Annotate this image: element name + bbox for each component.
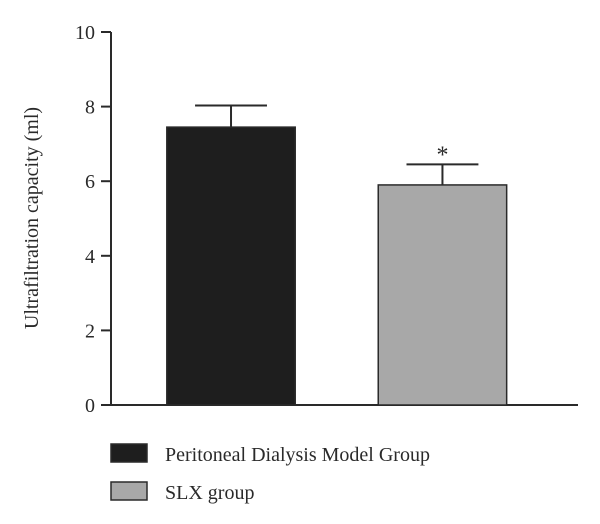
significance-marker: * (436, 142, 448, 168)
annotations: * (436, 142, 448, 168)
legend-label-2: SLX group (165, 482, 254, 504)
y-tick-label: 4 (85, 246, 95, 268)
legend-label-1: Peritoneal Dialysis Model Group (165, 444, 430, 466)
y-tick-label: 2 (85, 320, 95, 342)
y-tick-label: 8 (85, 97, 95, 119)
bar-2 (377, 184, 508, 406)
y-axis-title: Ultrafiltration capacity (ml) (21, 107, 43, 329)
y-tick-label: 0 (85, 395, 95, 417)
legend-swatch-1 (110, 443, 148, 463)
legend-swatch-2 (110, 481, 148, 501)
y-axis: 0 2 4 6 8 10 (75, 22, 112, 417)
y-tick-label: 10 (75, 22, 95, 44)
bar-1 (166, 126, 296, 406)
bars (166, 126, 508, 406)
legend: Peritoneal Dialysis Model Group SLX group (110, 443, 430, 504)
error-bars (195, 104, 479, 185)
y-tick-label: 6 (85, 171, 95, 193)
